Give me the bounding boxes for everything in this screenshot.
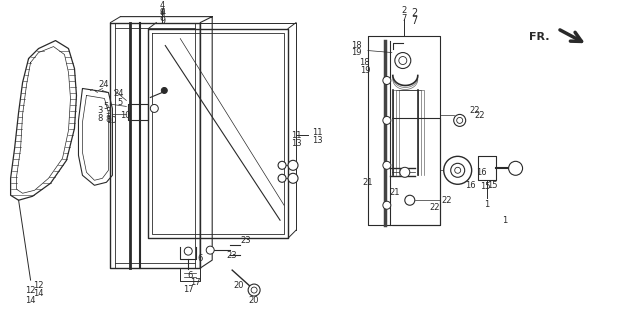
Text: 2: 2 xyxy=(412,8,418,18)
Text: 6: 6 xyxy=(188,271,193,280)
Circle shape xyxy=(456,117,463,124)
Text: 3: 3 xyxy=(106,107,111,116)
Text: 9: 9 xyxy=(159,16,165,26)
Text: 8: 8 xyxy=(106,115,111,124)
Text: 24: 24 xyxy=(98,80,109,89)
Text: 18: 18 xyxy=(360,58,370,67)
Text: FR.: FR. xyxy=(529,32,550,42)
Circle shape xyxy=(278,161,286,169)
Text: 11: 11 xyxy=(312,128,322,137)
Circle shape xyxy=(455,167,461,173)
Text: 20: 20 xyxy=(249,296,260,305)
Text: 13: 13 xyxy=(312,136,323,145)
Text: 14: 14 xyxy=(25,296,36,305)
Circle shape xyxy=(451,163,465,177)
Circle shape xyxy=(395,52,411,68)
Text: 8: 8 xyxy=(97,114,102,123)
Text: 15: 15 xyxy=(487,181,498,190)
Circle shape xyxy=(444,156,472,184)
Text: 22: 22 xyxy=(474,111,485,120)
Text: 19: 19 xyxy=(351,48,362,57)
Text: 4: 4 xyxy=(160,1,165,10)
Text: 4: 4 xyxy=(159,8,165,18)
Text: 23: 23 xyxy=(227,251,237,260)
Text: 14: 14 xyxy=(34,289,44,298)
Circle shape xyxy=(184,247,193,255)
Text: 3: 3 xyxy=(97,106,102,115)
Text: 18: 18 xyxy=(351,41,362,50)
Circle shape xyxy=(251,287,257,293)
Text: 12: 12 xyxy=(34,281,44,290)
Text: 5: 5 xyxy=(103,102,109,111)
Text: 20: 20 xyxy=(233,281,243,290)
Text: 22: 22 xyxy=(469,106,480,115)
Text: 21: 21 xyxy=(363,178,373,187)
Circle shape xyxy=(278,174,286,182)
Text: 17: 17 xyxy=(183,284,194,293)
Circle shape xyxy=(400,167,410,177)
Text: 22: 22 xyxy=(430,203,440,212)
Text: 13: 13 xyxy=(291,139,301,148)
Text: 23: 23 xyxy=(240,236,251,245)
Circle shape xyxy=(288,160,298,170)
Text: 21: 21 xyxy=(389,188,400,197)
Circle shape xyxy=(383,116,391,124)
Circle shape xyxy=(383,161,391,169)
Circle shape xyxy=(383,201,391,209)
Text: 10: 10 xyxy=(120,111,130,120)
Circle shape xyxy=(405,195,415,205)
Text: 9: 9 xyxy=(160,8,165,17)
Text: 17: 17 xyxy=(190,277,201,287)
Circle shape xyxy=(150,104,158,112)
Text: 19: 19 xyxy=(360,66,370,75)
Text: 22: 22 xyxy=(442,196,452,205)
Circle shape xyxy=(383,76,391,84)
Circle shape xyxy=(454,115,466,126)
Text: 1: 1 xyxy=(484,200,489,209)
Text: 10: 10 xyxy=(106,116,116,125)
Circle shape xyxy=(206,246,214,254)
Text: 24: 24 xyxy=(113,89,124,98)
Text: 5: 5 xyxy=(118,98,123,107)
Text: 15: 15 xyxy=(479,182,490,191)
Text: 6: 6 xyxy=(197,254,203,263)
Text: 16: 16 xyxy=(476,168,486,177)
Text: 7: 7 xyxy=(401,14,407,23)
Text: 11: 11 xyxy=(291,131,301,140)
Circle shape xyxy=(399,57,407,65)
Circle shape xyxy=(509,161,522,175)
Text: 2: 2 xyxy=(401,6,406,15)
Circle shape xyxy=(161,87,167,93)
Circle shape xyxy=(248,284,260,296)
Circle shape xyxy=(288,173,298,183)
Text: 16: 16 xyxy=(465,181,476,190)
Text: 7: 7 xyxy=(412,16,418,26)
Text: 1: 1 xyxy=(502,216,507,225)
Text: 12: 12 xyxy=(25,285,36,295)
